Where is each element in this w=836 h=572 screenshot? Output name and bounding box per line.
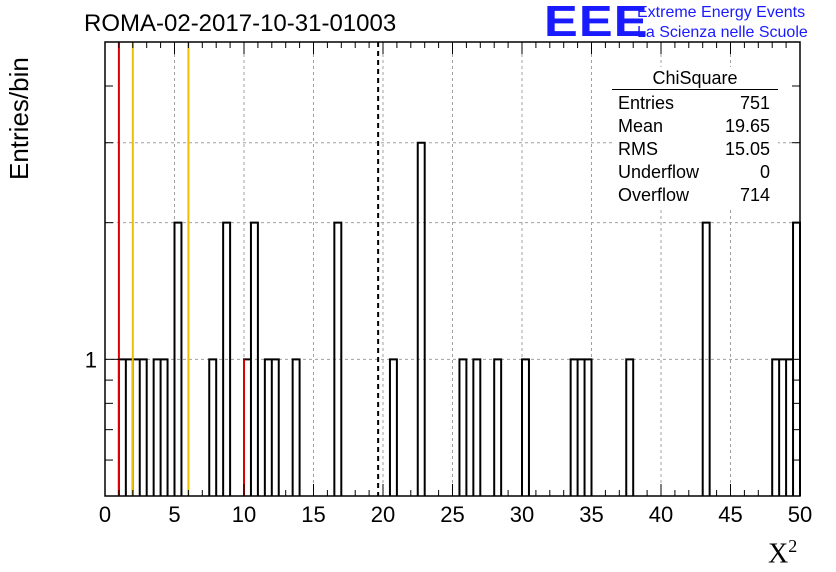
stats-row-mean: Mean 19.65 bbox=[612, 115, 778, 138]
y-axis-label: Entries/bin bbox=[4, 57, 34, 180]
x-axis-label: X2 bbox=[768, 536, 798, 570]
histogram-series bbox=[117, 141, 801, 496]
histogram-bin bbox=[126, 359, 133, 496]
stats-label: Overflow bbox=[618, 185, 690, 205]
histogram-bin bbox=[209, 359, 216, 496]
x-tick-label: 45 bbox=[718, 502, 742, 527]
histogram-bin bbox=[119, 359, 126, 496]
histogram-bin bbox=[154, 359, 161, 496]
histogram-bin bbox=[473, 359, 480, 496]
stats-title: ChiSquare bbox=[612, 67, 778, 90]
histogram-bin bbox=[133, 359, 140, 496]
x-tick-label: 50 bbox=[788, 502, 812, 527]
histogram-bin bbox=[571, 359, 578, 496]
x-tick-label: 35 bbox=[579, 502, 603, 527]
histogram-bin bbox=[585, 359, 592, 496]
stats-value: 751 bbox=[739, 93, 770, 113]
x-tick-label: 15 bbox=[301, 502, 325, 527]
stats-row-underflow: Underflow 0 bbox=[612, 161, 778, 184]
stats-label: Entries bbox=[618, 93, 675, 113]
x-tick-label: 0 bbox=[99, 502, 111, 527]
stats-value: 15.05 bbox=[724, 139, 770, 159]
histogram-bin bbox=[293, 359, 300, 496]
y-tick-label: 1 bbox=[85, 347, 97, 372]
x-tick-label: 20 bbox=[371, 502, 395, 527]
stats-value: 714 bbox=[739, 185, 770, 205]
histogram-bin bbox=[772, 359, 779, 496]
histogram-bin bbox=[390, 359, 397, 496]
x-tick-label: 30 bbox=[510, 502, 534, 527]
logo-line-2: La Scienza nelle Scuole bbox=[637, 24, 808, 41]
histogram-bin bbox=[459, 359, 466, 496]
histogram-bin bbox=[779, 359, 786, 496]
x-tick-label: 25 bbox=[440, 502, 464, 527]
stats-label: RMS bbox=[618, 139, 658, 159]
stats-row-overflow: Overflow 714 bbox=[612, 184, 778, 207]
histogram-bin bbox=[522, 359, 529, 496]
stats-row-rms: RMS 15.05 bbox=[612, 138, 778, 161]
eee-logo-mark: EEE bbox=[544, 0, 649, 46]
x-tick-label: 10 bbox=[232, 502, 256, 527]
stats-label: Underflow bbox=[618, 162, 700, 182]
stats-value: 19.65 bbox=[724, 116, 770, 136]
run-title: ROMA-02-2017-10-31-01003 bbox=[84, 10, 397, 37]
histogram-bin bbox=[265, 359, 272, 496]
histogram-bin bbox=[578, 359, 585, 496]
histogram-bin bbox=[244, 359, 251, 496]
histogram-bin bbox=[140, 359, 147, 496]
stats-row-entries: Entries 751 bbox=[612, 92, 778, 115]
logo-line-1: Extreme Energy Events bbox=[637, 4, 806, 21]
histogram-bin bbox=[418, 143, 425, 496]
stats-box: ChiSquare Entries 751 Mean 19.65 RMS 15.05 Und… bbox=[612, 67, 778, 207]
histogram-bin bbox=[161, 359, 168, 496]
stats-label: Mean bbox=[618, 116, 664, 136]
stats-value: 0 bbox=[759, 162, 770, 182]
x-tick-label: 40 bbox=[649, 502, 673, 527]
x-tick-label: 5 bbox=[168, 502, 180, 527]
histogram-bin bbox=[272, 359, 279, 496]
histogram-bin bbox=[494, 359, 501, 496]
histogram-bin bbox=[626, 359, 633, 496]
